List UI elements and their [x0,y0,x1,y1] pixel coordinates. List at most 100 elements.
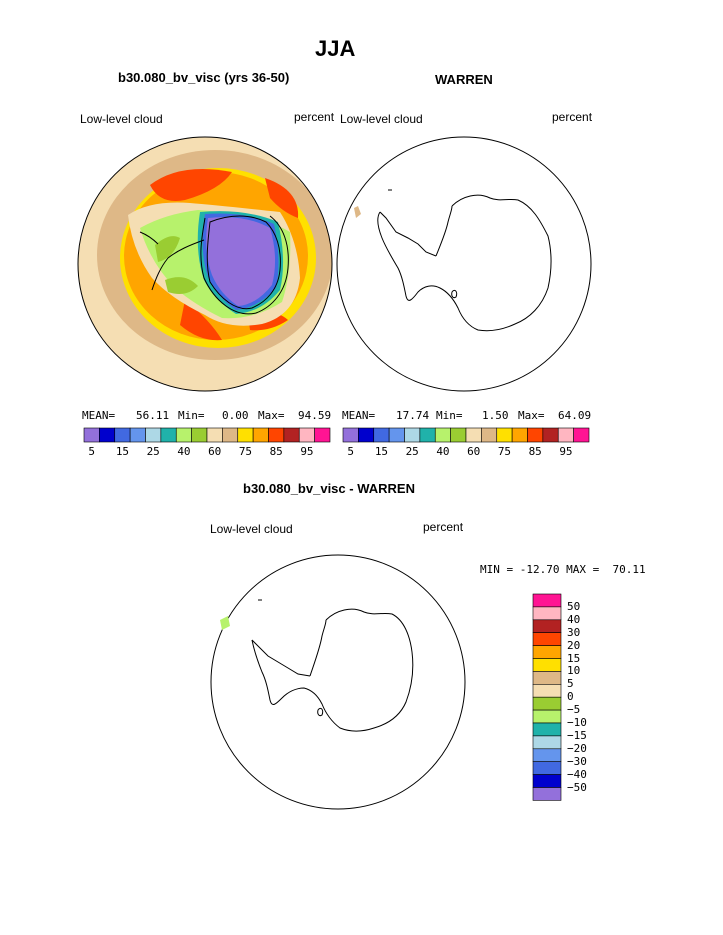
model-colorbar-tick-label: 75 [238,445,253,458]
model-colorbar-swatch [283,427,300,443]
obs-colorbar-swatch [373,427,390,443]
obs-mean-value: 17.74 [396,409,430,422]
model-max-label: Max= [258,409,285,422]
diff-colorbar-swatch [532,632,562,646]
diff-minmax-text: MIN = -12.70 MAX = 70.11 [480,563,646,576]
obs-colorbar-tick-label: 40 [436,445,450,458]
obs-colorbar-swatch [342,427,359,443]
model-colorbar-swatch [298,427,315,443]
obs-colorbar-swatch [511,427,528,443]
diff-colorbar [532,593,562,801]
model-colorbar-swatch [206,427,223,443]
model-colorbar-tick-label: 5 [88,445,95,458]
obs-colorbar-swatch [404,427,421,443]
obs-colorbar-swatch [557,427,574,443]
obs-colorbar-swatch [358,427,375,443]
diff-colorbar-tick-label: −50 [567,780,587,794]
diff-colorbar-tick-label: 50 [567,599,581,613]
diff-colorbar-swatch [532,735,562,750]
obs-colorbar-tick-label: 75 [497,445,512,458]
model-mean-value: 56.11 [136,409,170,422]
model-colorbar [83,427,331,443]
model-min-value: 0.00 [222,409,249,422]
obs-max-label: Max= [518,409,545,422]
obs-colorbar-tick-label: 60 [467,445,481,458]
diff-colorbar-tick-label: 0 [567,690,574,704]
model-colorbar-swatch [83,427,100,443]
model-units-label: percent [294,110,335,124]
model-colorbar-swatch [191,427,208,443]
diff-colorbar-swatch [532,761,562,775]
model-colorbar-swatch [145,427,162,443]
diff-colorbar-tick-label: −5 [567,703,581,717]
model-map [77,136,333,392]
diff-colorbar-tick-label: 10 [567,664,581,678]
obs-colorbar-tick-label: 95 [559,445,573,458]
obs-colorbar-swatch [388,427,405,443]
model-colorbar-tick-label: 85 [269,445,283,458]
obs-panel-title: WARREN [435,72,493,87]
obs-colorbar-swatch [419,427,436,443]
obs-min-label: Min= [436,409,463,422]
model-colorbar-swatch [129,427,146,443]
obs-min-value: 1.50 [482,409,509,422]
model-colorbar-tick-label: 60 [208,445,222,458]
obs-variable-label: Low-level cloud [340,112,423,126]
obs-colorbar-swatch [527,427,544,443]
diff-colorbar-swatch [532,619,562,633]
obs-colorbar-swatch [573,427,590,443]
diff-colorbar-tick-label: −30 [567,754,587,768]
obs-mean-label: MEAN= [342,409,376,422]
diff-colorbar-swatch [532,787,562,801]
obs-map [336,136,592,392]
obs-max-value: 64.09 [558,409,592,422]
diff-colorbar-swatch [532,774,562,788]
obs-colorbar-swatch [434,427,451,443]
model-colorbar-swatch [252,427,269,443]
obs-colorbar-tick-label: 5 [347,445,354,458]
obs-colorbar-swatch [542,427,559,443]
diff-colorbar-tick-label: 40 [567,612,581,626]
obs-colorbar-swatch [496,427,513,443]
model-variable-label: Low-level cloud [80,112,163,126]
diff-colorbar-swatch [532,671,562,685]
model-mean-label: MEAN= [82,409,116,422]
model-colorbar-swatch [114,427,131,443]
diff-colorbar-swatch [532,709,562,724]
diff-map [210,554,466,810]
obs-colorbar [342,427,590,443]
model-colorbar-swatch [99,427,116,443]
diff-colorbar-swatch [532,606,562,621]
diff-units-label: percent [423,520,464,534]
obs-units-label: percent [552,110,593,124]
model-colorbar-swatch [268,427,285,443]
diff-colorbar-swatch [532,683,562,698]
model-colorbar-tick-label: 95 [300,445,314,458]
model-colorbar-swatch [160,427,177,443]
diff-colorbar-swatch [532,645,562,659]
model-colorbar-tick-label: 15 [115,445,130,458]
diff-colorbar-tick-label: −15 [567,728,587,742]
model-max-value: 94.59 [298,409,332,422]
diff-colorbar-tick-label: 15 [567,651,581,665]
diff-colorbar-swatch [532,696,562,711]
model-colorbar-swatch [175,427,192,443]
obs-colorbar-tick-label: 25 [405,445,419,458]
diff-colorbar-swatch [532,748,562,762]
model-colorbar-tick-label: 40 [177,445,191,458]
diff-colorbar-tick-label: 20 [567,638,581,652]
model-min-label: Min= [178,409,205,422]
diff-colorbar-swatch [532,722,562,737]
diff-colorbar-swatch [532,593,562,608]
diff-colorbar-tick-label: −40 [567,767,587,781]
model-colorbar-tick-label: 25 [146,445,160,458]
model-colorbar-swatch [222,427,239,443]
diff-colorbar-tick-label: 5 [567,677,574,691]
diff-colorbar-tick-label: −20 [567,741,587,755]
obs-colorbar-tick-label: 85 [528,445,542,458]
model-panel-title: b30.080_bv_visc (yrs 36-50) [118,70,290,85]
obs-colorbar-tick-label: 15 [374,445,389,458]
page-title: JJA [315,36,356,61]
model-colorbar-swatch [314,427,331,443]
diff-colorbar-tick-label: −10 [567,716,587,729]
